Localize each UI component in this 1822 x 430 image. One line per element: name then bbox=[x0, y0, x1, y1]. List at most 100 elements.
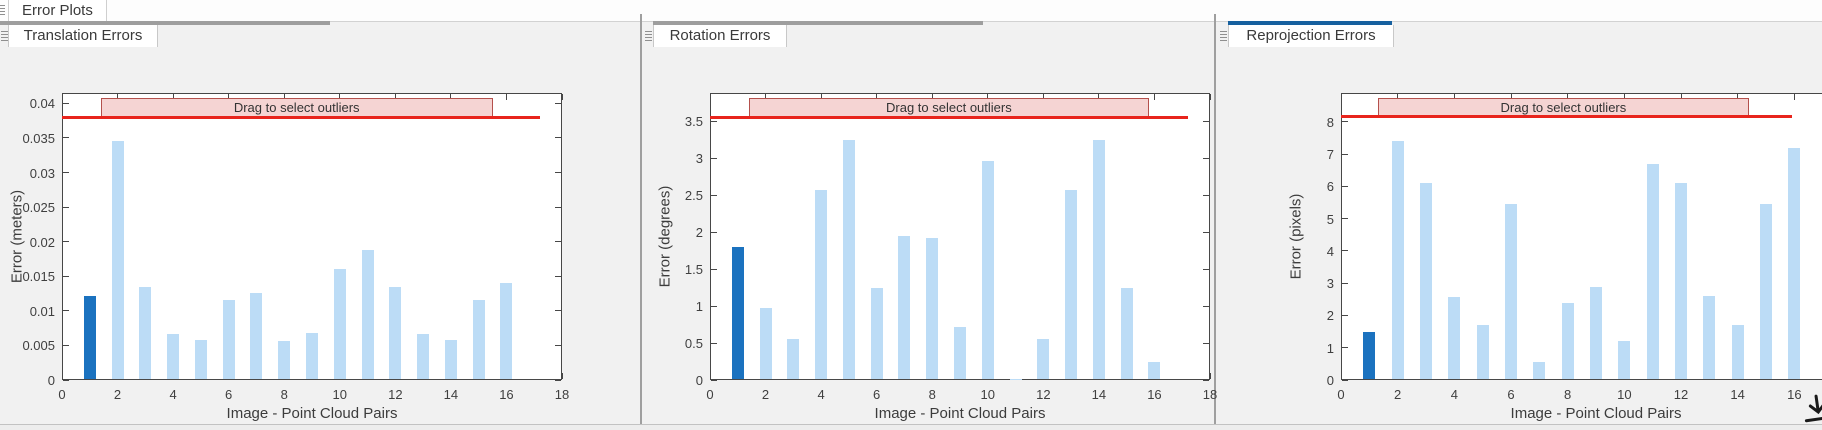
bar[interactable] bbox=[223, 299, 235, 379]
bar[interactable] bbox=[1760, 204, 1772, 379]
tab-group-accent-bar bbox=[0, 21, 330, 25]
bar[interactable] bbox=[1093, 140, 1105, 379]
x-tick-label: 8 bbox=[1564, 387, 1572, 402]
tab-translation-errors[interactable]: Translation Errors bbox=[8, 25, 158, 47]
x-tick-label: 10 bbox=[1617, 387, 1632, 402]
bar[interactable] bbox=[417, 333, 429, 379]
bar[interactable] bbox=[898, 235, 910, 379]
bar[interactable] bbox=[1121, 287, 1133, 379]
drag-grip-icon[interactable] bbox=[0, 5, 5, 16]
x-tick-label: 12 bbox=[1036, 387, 1051, 402]
x-tick-mark bbox=[1397, 94, 1399, 100]
bar[interactable] bbox=[139, 286, 151, 379]
bar[interactable] bbox=[167, 333, 179, 379]
y-tick-mark bbox=[63, 379, 69, 381]
bar[interactable] bbox=[1148, 361, 1160, 379]
bar[interactable] bbox=[112, 140, 124, 379]
bar[interactable] bbox=[1647, 163, 1659, 379]
bar[interactable] bbox=[954, 327, 966, 379]
x-tick-mark bbox=[1153, 94, 1155, 100]
bar[interactable] bbox=[1065, 189, 1077, 379]
x-tick-mark bbox=[339, 94, 341, 100]
y-tick-label: 0.01 bbox=[29, 303, 55, 319]
drag-grip-icon[interactable] bbox=[1220, 31, 1227, 42]
threshold-line[interactable] bbox=[62, 115, 540, 119]
x-tick-label: 12 bbox=[1673, 387, 1689, 402]
bar[interactable] bbox=[1618, 341, 1630, 379]
bar[interactable] bbox=[250, 292, 262, 379]
y-tick-label: 0.02 bbox=[29, 234, 55, 250]
panel-separator[interactable] bbox=[1214, 14, 1216, 424]
outlier-select-band[interactable]: Drag to select outliers bbox=[100, 97, 493, 118]
selected-bar[interactable] bbox=[84, 296, 96, 379]
bar[interactable] bbox=[334, 269, 346, 379]
tab-reprojection-errors-label: Reprojection Errors bbox=[1246, 27, 1376, 44]
y-tick-mark bbox=[63, 172, 69, 174]
bar[interactable] bbox=[306, 332, 318, 379]
tab-reprojection-errors[interactable]: Reprojection Errors bbox=[1228, 25, 1394, 47]
bar[interactable] bbox=[843, 140, 855, 379]
y-tick-mark bbox=[711, 268, 717, 270]
y-tick-label: 3 bbox=[1326, 276, 1334, 292]
bar[interactable] bbox=[445, 339, 457, 379]
bar[interactable] bbox=[389, 286, 401, 379]
bar[interactable] bbox=[1732, 325, 1744, 379]
y-tick-label: 6 bbox=[1326, 179, 1334, 195]
bar[interactable] bbox=[1505, 204, 1517, 379]
drag-grip-icon[interactable] bbox=[1, 31, 8, 42]
bar[interactable] bbox=[1392, 141, 1404, 379]
bar[interactable] bbox=[1788, 147, 1800, 379]
bar[interactable] bbox=[1590, 287, 1602, 379]
bar[interactable] bbox=[871, 287, 883, 379]
bar[interactable] bbox=[1420, 183, 1432, 379]
y-tick-mark bbox=[711, 305, 717, 307]
x-tick-mark bbox=[228, 94, 230, 100]
bar[interactable] bbox=[473, 299, 485, 379]
tab-rotation-errors[interactable]: Rotation Errors bbox=[653, 25, 787, 47]
selected-bar[interactable] bbox=[1363, 331, 1375, 379]
bar[interactable] bbox=[195, 339, 207, 379]
selected-bar[interactable] bbox=[732, 246, 744, 379]
y-tick-mark bbox=[1203, 157, 1209, 159]
x-tick-mark bbox=[505, 94, 507, 100]
y-tick-mark bbox=[555, 137, 561, 139]
document-tab-bar: Error Plots bbox=[0, 0, 1822, 22]
y-axis-label: Error (meters) bbox=[8, 189, 26, 283]
x-tick-label: 8 bbox=[928, 387, 936, 402]
threshold-line[interactable] bbox=[710, 115, 1188, 119]
panel-separator[interactable] bbox=[640, 14, 642, 424]
bar[interactable] bbox=[1448, 297, 1460, 379]
bar[interactable] bbox=[815, 189, 827, 379]
bar[interactable] bbox=[787, 338, 799, 379]
tab-error-plots[interactable]: Error Plots bbox=[8, 0, 107, 21]
drag-grip-icon[interactable] bbox=[645, 31, 652, 42]
x-tick-label: 14 bbox=[1730, 387, 1745, 402]
bar[interactable] bbox=[500, 283, 512, 379]
y-tick-mark bbox=[1203, 342, 1209, 344]
y-tick-mark bbox=[1342, 218, 1348, 220]
export-download-icon[interactable] bbox=[1801, 392, 1822, 430]
bar[interactable] bbox=[362, 249, 374, 379]
x-tick-mark bbox=[765, 94, 767, 100]
bar[interactable] bbox=[760, 307, 772, 379]
plot-area[interactable] bbox=[1341, 93, 1822, 380]
bar[interactable] bbox=[1703, 296, 1715, 379]
y-tick-mark bbox=[1342, 185, 1348, 187]
threshold-line[interactable] bbox=[1341, 115, 1792, 119]
x-tick-mark bbox=[283, 94, 285, 100]
bar[interactable] bbox=[1477, 325, 1489, 379]
bar[interactable] bbox=[1675, 183, 1687, 379]
y-tick-mark bbox=[1342, 347, 1348, 349]
bar[interactable] bbox=[278, 341, 290, 379]
bar[interactable] bbox=[1562, 302, 1574, 379]
x-tick-label: 14 bbox=[443, 387, 459, 402]
outlier-select-band[interactable]: Drag to select outliers bbox=[1377, 98, 1749, 117]
outlier-select-band[interactable]: Drag to select outliers bbox=[748, 98, 1149, 118]
bar[interactable] bbox=[926, 237, 938, 379]
x-tick-mark bbox=[1680, 94, 1682, 100]
x-tick-mark bbox=[1209, 94, 1211, 100]
bar[interactable] bbox=[1037, 339, 1049, 379]
bar[interactable] bbox=[982, 161, 994, 379]
bar[interactable] bbox=[1533, 362, 1545, 379]
tab-rotation-errors-label: Rotation Errors bbox=[669, 27, 771, 44]
